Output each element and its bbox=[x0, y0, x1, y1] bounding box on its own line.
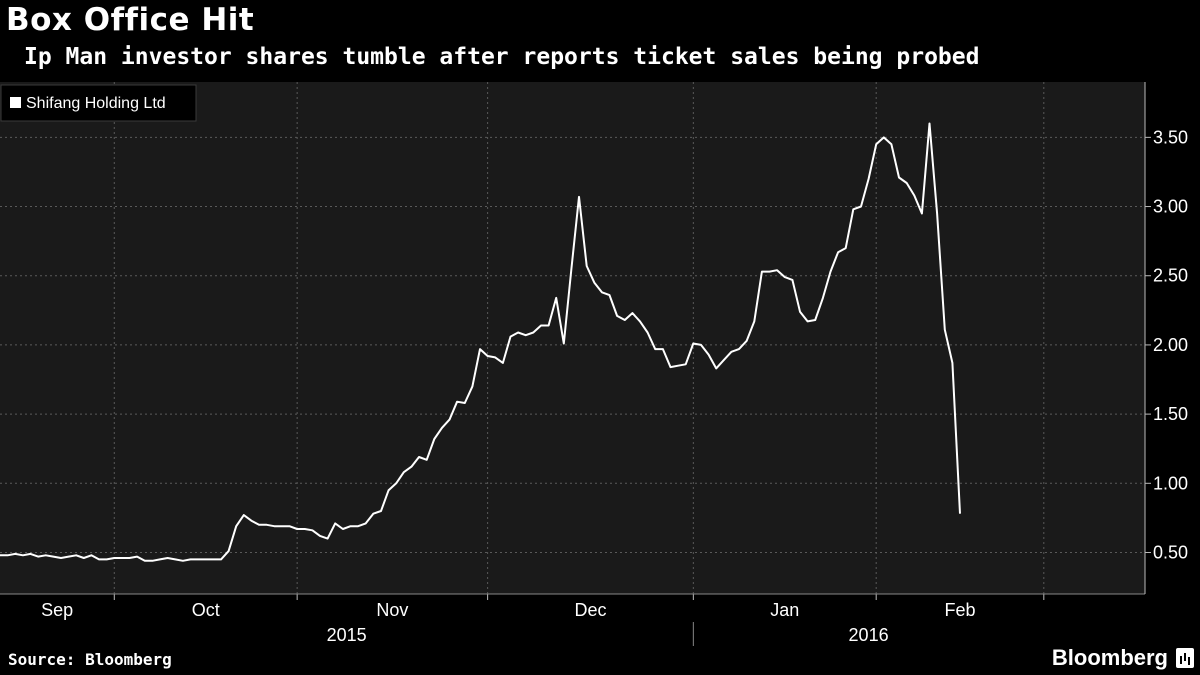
chart-title: Box Office Hit bbox=[6, 2, 255, 38]
legend-label: Shifang Holding Ltd bbox=[26, 95, 166, 112]
y-tick-label: 2.00 bbox=[1153, 335, 1188, 355]
chart-subtitle: Ip Man investor shares tumble after repo… bbox=[24, 44, 980, 70]
x-month-label: Dec bbox=[574, 600, 606, 620]
series-line-shifang bbox=[0, 122, 961, 562]
y-tick-label: 0.50 bbox=[1153, 542, 1188, 562]
x-axis: Sep Oct Nov Dec Jan Feb 2015 2016 bbox=[0, 593, 1145, 646]
x-month-label: Jan bbox=[770, 600, 799, 620]
x-month-label: Feb bbox=[944, 600, 975, 620]
series-layer bbox=[0, 122, 961, 562]
y-tick-label: 2.50 bbox=[1153, 266, 1188, 286]
legend-swatch bbox=[10, 97, 21, 108]
legend-box bbox=[0, 84, 197, 122]
bloomberg-chart-icon bbox=[1176, 648, 1194, 668]
legend: Shifang Holding Ltd bbox=[0, 84, 197, 122]
y-tick-label: 1.50 bbox=[1153, 404, 1188, 424]
x-month-label: Nov bbox=[376, 600, 408, 620]
y-axis: 0.50 1.00 1.50 2.00 2.50 3.00 3.50 bbox=[1144, 82, 1188, 594]
y-tick-label: 1.00 bbox=[1153, 473, 1188, 493]
x-year-label: 2015 bbox=[327, 625, 367, 645]
plot-background bbox=[0, 82, 1145, 594]
x-month-label: Oct bbox=[192, 600, 220, 620]
source-note: Source: Bloomberg bbox=[8, 650, 172, 669]
bloomberg-logo-text: Bloomberg bbox=[1051, 645, 1168, 670]
grid-lines bbox=[0, 82, 1145, 594]
y-tick-label: 3.50 bbox=[1153, 127, 1188, 147]
x-month-label: Sep bbox=[41, 600, 73, 620]
x-year-label: 2016 bbox=[849, 625, 889, 645]
y-tick-label: 3.00 bbox=[1153, 197, 1188, 217]
